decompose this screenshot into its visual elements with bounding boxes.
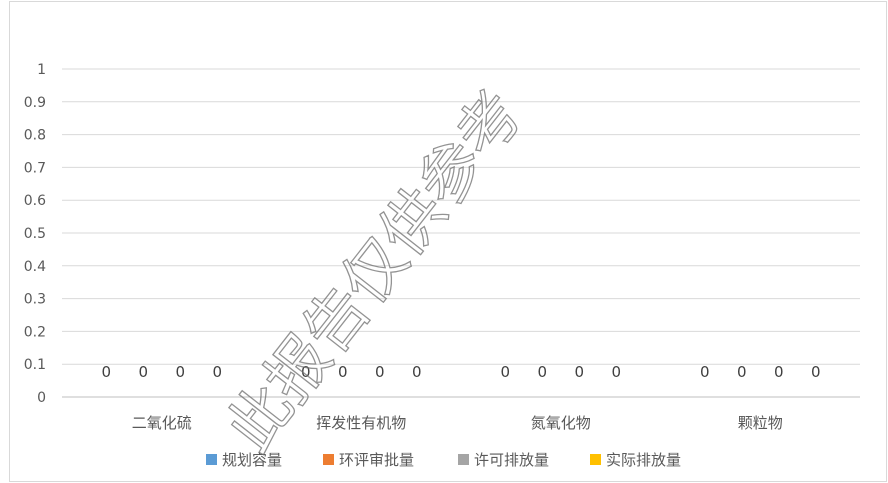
y-tick-label: 0.6 <box>24 193 46 209</box>
data-label: 0 <box>537 363 547 381</box>
legend-swatch <box>590 454 601 465</box>
x-axis-categories: 二氧化硫 挥发性有机物 氮氧化物 颗粒物 <box>132 414 783 432</box>
data-label: 0 <box>500 363 510 381</box>
legend-swatch <box>206 454 217 465</box>
data-label: 0 <box>212 363 222 381</box>
data-label: 0 <box>811 363 821 381</box>
y-tick-label: 0.9 <box>24 95 46 111</box>
data-label: 0 <box>611 363 621 381</box>
legend-label: 许可排放量 <box>474 451 549 469</box>
data-label: 0 <box>301 363 311 381</box>
x-category-label: 二氧化硫 <box>132 414 192 432</box>
y-tick-label: 0.4 <box>24 259 46 275</box>
watermark-text: 此报告仅供参考 <box>212 77 537 464</box>
legend: 规划容量 环评审批量 许可排放量 实际排放量 <box>206 451 681 469</box>
y-tick-label: 0.3 <box>24 292 46 308</box>
x-category-label: 氮氧化物 <box>531 414 591 432</box>
legend-swatch <box>458 454 469 465</box>
y-tick-label: 0.2 <box>24 324 46 340</box>
y-tick-label: 0.5 <box>24 226 46 242</box>
data-label: 0 <box>700 363 710 381</box>
legend-label: 规划容量 <box>222 451 282 469</box>
x-category-label: 挥发性有机物 <box>316 414 406 432</box>
y-tick-label: 0.8 <box>24 128 46 144</box>
data-label: 0 <box>101 363 111 381</box>
data-label: 0 <box>737 363 747 381</box>
y-tick-label: 0 <box>37 390 46 406</box>
data-label: 0 <box>375 363 385 381</box>
y-tick-label: 1 <box>37 62 46 78</box>
data-label: 0 <box>774 363 784 381</box>
data-label: 0 <box>338 363 348 381</box>
x-category-label: 颗粒物 <box>738 414 783 432</box>
legend-swatch <box>323 454 334 465</box>
legend-label: 环评审批量 <box>339 451 414 469</box>
data-label: 0 <box>412 363 422 381</box>
data-labels: 0 0 0 0 0 0 0 0 0 0 0 0 0 0 0 0 <box>101 363 820 381</box>
grid-lines <box>62 68 860 398</box>
y-tick-label: 0.7 <box>24 160 46 176</box>
legend-label: 实际排放量 <box>606 451 681 469</box>
data-label: 0 <box>574 363 584 381</box>
chart-area <box>9 1 887 482</box>
y-axis-ticks: 0 0.1 0.2 0.3 0.4 0.5 0.6 0.7 0.8 0.9 1 <box>24 62 46 406</box>
data-label: 0 <box>138 363 148 381</box>
data-label: 0 <box>175 363 185 381</box>
y-tick-label: 0.1 <box>24 357 46 373</box>
